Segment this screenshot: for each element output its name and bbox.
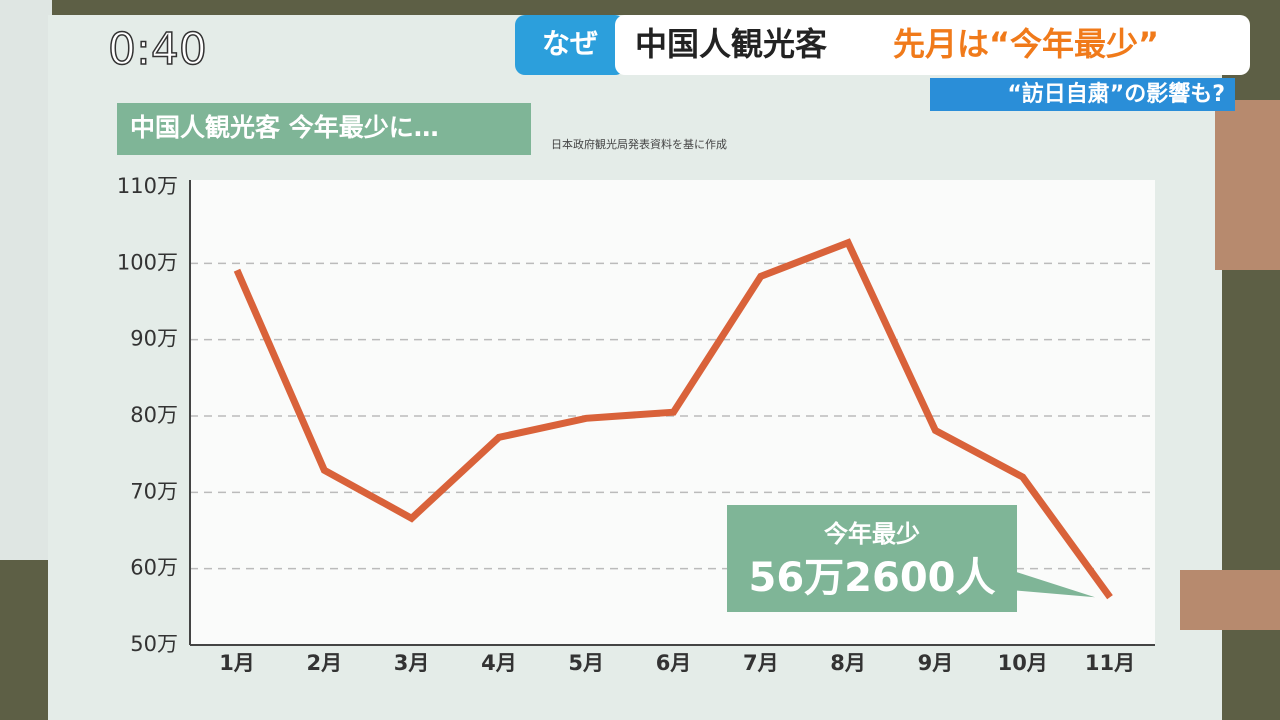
clock: 0:40 <box>108 24 207 75</box>
annotation: 今年最少 <box>824 520 920 548</box>
x-tick-label: 10月 <box>998 651 1048 675</box>
x-tick-label: 2月 <box>306 651 342 675</box>
x-tick-label: 6月 <box>656 651 692 675</box>
source: 日本政府観光局発表資料を基に作成 <box>551 137 727 151</box>
y-tick-label: 70万 <box>130 479 178 503</box>
x-tick-label: 9月 <box>918 651 954 675</box>
subheadline-box <box>930 78 1235 111</box>
callout-pointer <box>1010 570 1095 598</box>
headline: 先月は“今年最少” <box>893 25 1159 63</box>
y-tick-label: 110万 <box>117 174 178 198</box>
x-tick-label: 11月 <box>1085 651 1135 675</box>
tag-box <box>515 15 625 75</box>
x-tick-label: 4月 <box>481 651 517 675</box>
headline: 中国人観光客 <box>635 25 827 63</box>
title-box <box>117 103 531 155</box>
x-tick-label: 7月 <box>743 651 779 675</box>
y-tick-label: 90万 <box>130 327 178 351</box>
callout-box <box>727 505 1017 612</box>
line <box>233 238 1113 600</box>
subheadline: “訪日自粛”の影響も? <box>1007 81 1225 107</box>
x-tick-label: 3月 <box>394 651 430 675</box>
y-tick-label: 100万 <box>117 250 178 274</box>
chart-title: 中国人観光客 今年最少に… <box>130 113 439 142</box>
y-tick-label: 60万 <box>130 556 178 580</box>
hand <box>1215 100 1280 270</box>
plot: 50万 60万 70万 80万 90万 100万 110万 1月 2月 3月 4月 5月 6月 7月 8月 9… <box>117 174 1155 675</box>
x-tick-label: 8月 <box>830 651 866 675</box>
y-tick-label: 80万 <box>130 403 178 427</box>
tag: なぜ <box>542 27 598 60</box>
headline-box <box>615 15 1250 75</box>
hand <box>1180 570 1280 630</box>
left-board <box>0 0 52 560</box>
data-label: 56万2600人 <box>749 555 996 601</box>
x-tick-label: 5月 <box>568 651 604 675</box>
x-tick-label: 1月 <box>219 651 255 675</box>
y-tick-label: 50万 <box>130 632 178 656</box>
